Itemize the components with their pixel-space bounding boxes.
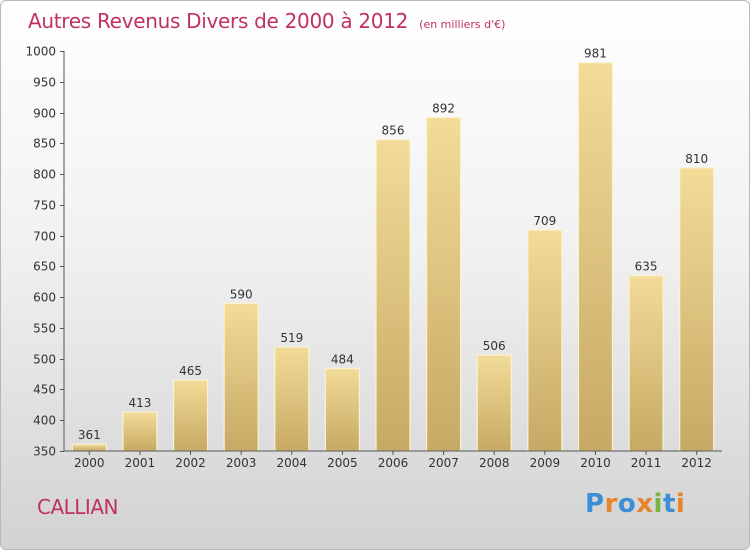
y-tick-label: 750	[33, 199, 56, 213]
bar-value-label: 465	[179, 364, 202, 378]
bar-2005	[324, 367, 360, 452]
y-tick-label: 800	[33, 168, 56, 182]
chart-subtitle: (en milliers d'€)	[419, 18, 506, 31]
logo-letter: x	[636, 489, 654, 519]
bar-value-label: 810	[685, 152, 708, 166]
bar-value-label: 892	[432, 101, 455, 115]
y-tick-label: 500	[33, 353, 56, 367]
bar-2006	[375, 139, 411, 452]
bar-value-label: 856	[382, 124, 405, 138]
bar-2010	[577, 62, 614, 452]
bar-value-label: 590	[230, 287, 253, 301]
y-tick-label: 650	[33, 260, 56, 274]
bar-value-label: 506	[483, 339, 506, 353]
x-tick-label: 2001	[125, 456, 156, 470]
x-tick-label: 2006	[378, 456, 409, 470]
commune-name: CALLIAN	[37, 495, 118, 519]
x-tick-label: 2010	[580, 456, 611, 470]
x-tick-label: 2004	[276, 456, 307, 470]
logo-letter: i	[653, 489, 663, 519]
bar-2002	[172, 379, 209, 452]
bar-2000	[71, 443, 107, 452]
chart-title: Autres Revenus Divers de 2000 à 2012	[28, 9, 409, 33]
logo-letter: i	[675, 489, 686, 519]
labels-layer: 2000 361 2001 413 2002 465 2003 590 2004 519 2005 4…	[74, 47, 712, 470]
bar-2008	[476, 354, 512, 452]
bar-2012	[679, 167, 715, 452]
bar-2011	[628, 275, 664, 452]
x-tick-label: 2007	[428, 456, 459, 470]
bar-value-label: 484	[331, 353, 354, 367]
x-tick-label: 2011	[631, 456, 662, 470]
axes: 350 400 450 500 550 600 650 700 750 800 850 900 950 1…	[25, 45, 722, 459]
logo-letter: t	[662, 489, 676, 519]
y-tick-label: 550	[33, 322, 56, 336]
y-tick-label: 700	[33, 230, 56, 244]
bar-value-label: 519	[280, 331, 303, 345]
bar-2003	[223, 302, 259, 452]
x-tick-label: 2012	[681, 456, 712, 470]
y-tick-label: 400	[33, 414, 56, 428]
bar-value-label: 981	[584, 47, 607, 61]
bar-value-label: 413	[128, 396, 151, 410]
logo-letter: o	[617, 489, 637, 519]
x-tick-label: 2008	[479, 456, 510, 470]
y-tick-label: 850	[33, 137, 56, 151]
y-tick-label: 600	[33, 291, 56, 305]
y-tick-label: 900	[33, 107, 56, 121]
bar-value-label: 709	[533, 214, 556, 228]
y-tick-label: 350	[33, 445, 56, 459]
bar-2007	[426, 116, 462, 452]
bar-2004	[274, 346, 310, 452]
logo-letter: r	[604, 489, 618, 519]
x-tick-label: 2000	[74, 456, 105, 470]
y-tick-label: 1000	[25, 45, 56, 59]
x-tick-label: 2003	[226, 456, 257, 470]
bar-2001	[122, 411, 158, 452]
y-tick-label: 450	[33, 383, 56, 397]
y-tick-label: 950	[33, 76, 56, 90]
proxiti-logo[interactable]: Proxiti	[585, 489, 685, 519]
x-tick-label: 2009	[530, 456, 561, 470]
bars-layer	[71, 62, 715, 452]
bar-2009	[527, 229, 563, 452]
logo-letter: P	[585, 489, 605, 519]
bar-value-label: 635	[635, 260, 658, 274]
x-tick-label: 2005	[327, 456, 358, 470]
chart-header: Autres Revenus Divers de 2000 à 2012 (en…	[28, 9, 505, 33]
bar-value-label: 361	[78, 428, 101, 442]
x-tick-label: 2002	[175, 456, 206, 470]
